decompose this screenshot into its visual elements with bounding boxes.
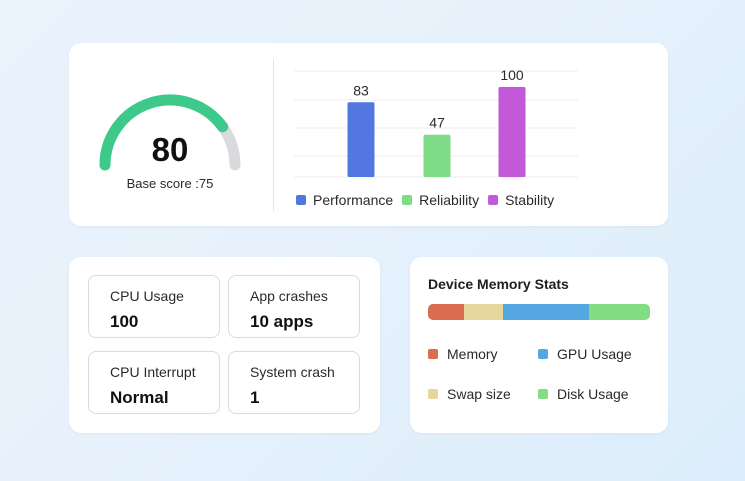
memory-segment-gpu-usage [503,304,589,320]
score-card: 80 Base score :75 83 47 100 Performance Re… [69,43,668,226]
memory-segment-swap-size [463,304,504,320]
bar-labels: 83 47 100 [353,67,524,131]
bar-chart: 83 47 100 [294,67,578,178]
divider [273,59,274,211]
score-gauge [99,94,241,171]
legend-swatch [402,195,413,205]
legend-item-reliability: Reliability [402,192,479,208]
legend-swatch [538,389,548,399]
legend-label: Memory [447,346,498,362]
memory-stats-title: Device Memory Stats [428,276,569,292]
legend-item-memory: Memory [428,346,498,362]
stat-value: 1 [250,388,260,407]
bar-reliability [423,134,451,177]
stat-tile-cpu-interrupt[interactable]: CPU Interrupt Normal [88,351,220,414]
legend-swatch [488,195,499,205]
stat-tile-system-crash[interactable]: System crash 1 [228,351,360,414]
legend-swatch [428,389,438,399]
legend-swatch [296,195,306,205]
stat-label: System crash [250,364,335,380]
legend-label: Stability [505,192,555,208]
stat-tile-cpu-usage[interactable]: CPU Usage 100 [88,275,220,338]
bars [347,87,526,177]
legend-label: Disk Usage [557,386,629,402]
system-stats-card: CPU Usage 100 App crashes 10 apps CPU In… [69,257,380,433]
stat-value: 100 [110,312,139,331]
memory-segment-memory [428,304,464,320]
legend-label: Performance [313,192,394,208]
memory-segment-disk-usage [588,304,650,320]
stat-label: CPU Interrupt [110,364,196,380]
legend-item-performance: Performance [296,192,393,208]
legend-swatch [538,349,548,359]
stat-tile-app-crashes[interactable]: App crashes 10 apps [228,275,360,338]
legend-label: Swap size [447,386,511,402]
legend-label: Reliability [419,192,480,208]
legend-label: GPU Usage [557,346,632,362]
bar-value-label: 100 [500,67,524,83]
bar-stability [498,87,526,177]
bar-value-label: 83 [353,82,369,98]
stat-label: App crashes [250,288,328,304]
stat-value: 10 apps [250,312,314,331]
bar-value-label: 47 [429,115,445,131]
memory-stats-card: Device Memory Stats Memory GPU Usage Swa… [410,257,668,433]
base-score-caption: Base score :75 [126,176,214,191]
stat-value: Normal [110,388,169,407]
legend-swatch [428,349,438,359]
gauge-fill [99,94,229,171]
stat-label: CPU Usage [110,288,184,304]
legend-item-gpu-usage: GPU Usage [538,346,632,362]
legend-item-swap-size: Swap size [428,386,511,402]
score-value: 80 [151,131,189,168]
legend-item-stability: Stability [488,192,554,208]
legend-item-disk-usage: Disk Usage [538,386,629,402]
bar-performance [347,102,375,177]
chart-legend: Performance Reliability Stability [296,192,563,208]
memory-usage-bar [428,304,650,320]
